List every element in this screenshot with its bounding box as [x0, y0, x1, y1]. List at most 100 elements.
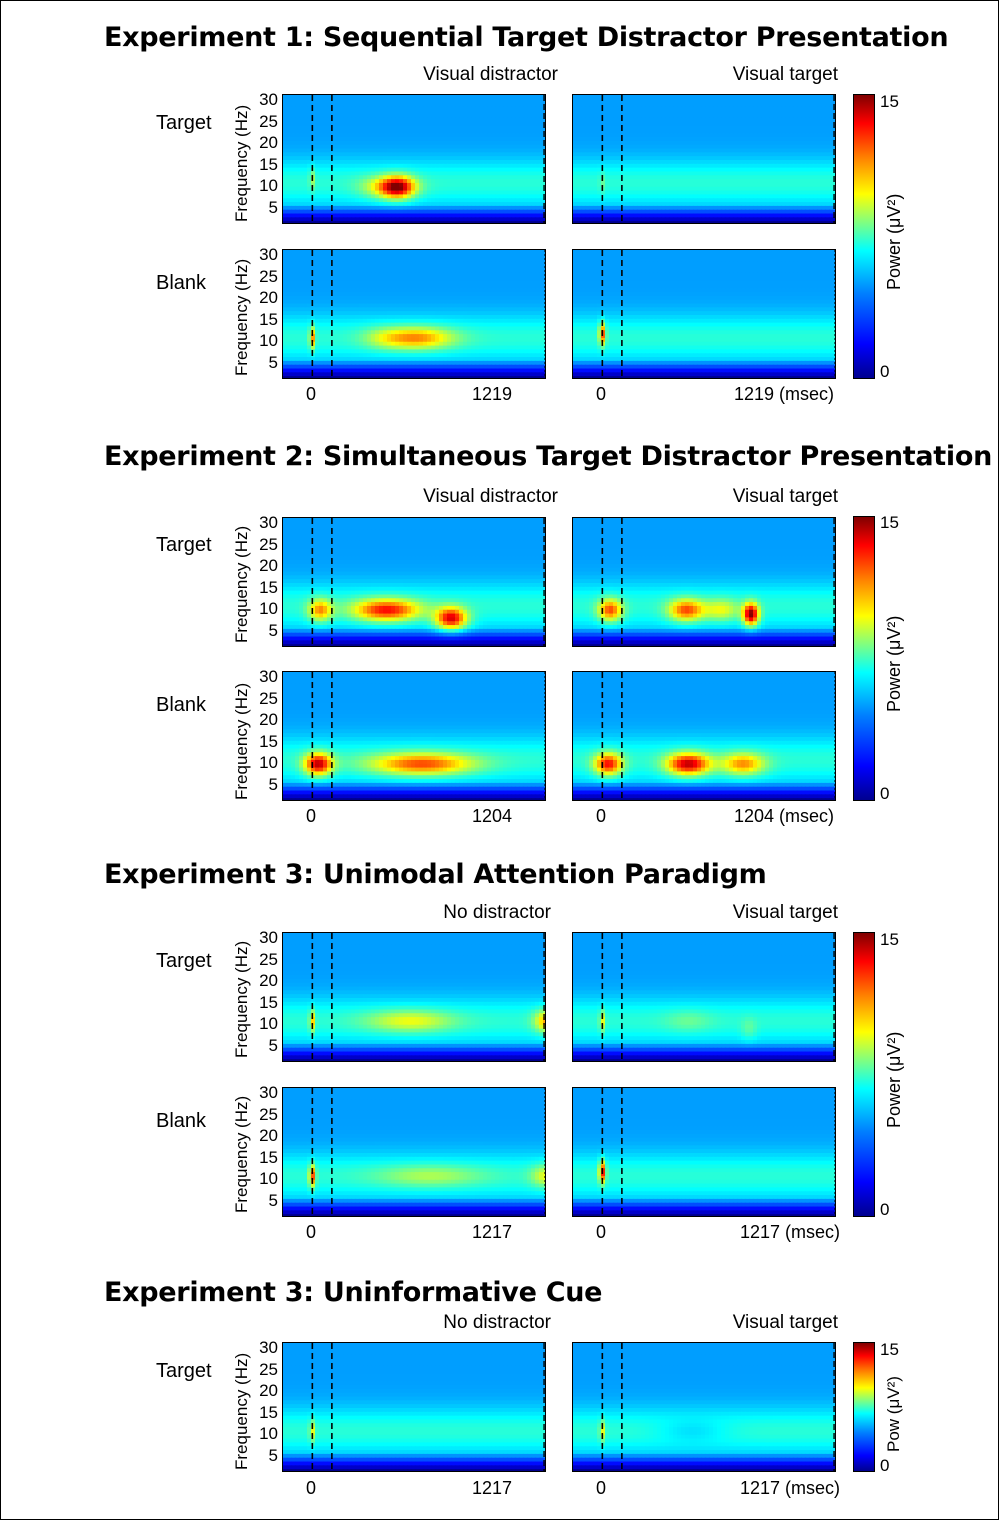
heatmap-cell	[399, 110, 404, 114]
heatmap-cell	[415, 145, 420, 149]
heatmap-cell	[459, 118, 464, 122]
heatmap-cell	[729, 175, 734, 179]
heatmap-cell	[395, 106, 400, 110]
heatmap-cell	[367, 175, 372, 179]
heatmap-cell	[499, 152, 504, 156]
heatmap-cell	[527, 202, 532, 206]
heatmap-cell	[801, 171, 806, 175]
heatmap-cell	[753, 187, 758, 191]
heatmap-cell	[435, 106, 440, 110]
heatmap-cell	[471, 254, 476, 258]
heatmap-cell	[459, 103, 464, 107]
heatmap-cell	[387, 99, 392, 103]
heatmap-cell	[475, 258, 480, 262]
heatmap-cell	[685, 122, 690, 126]
heatmap-cell	[641, 99, 646, 103]
heatmap-cell	[605, 202, 610, 206]
heatmap-cell	[511, 179, 516, 183]
heatmap-cell	[503, 191, 508, 195]
heatmap-cell	[535, 149, 540, 153]
heatmap-cell	[617, 103, 622, 107]
heatmap-cell	[363, 149, 368, 153]
heatmap-cell	[757, 179, 762, 183]
heatmap-cell	[351, 254, 356, 258]
heatmap-cell	[439, 129, 444, 133]
heatmap-cell	[307, 168, 312, 172]
heatmap-cell	[649, 206, 654, 210]
heatmap-cell	[471, 126, 476, 130]
heatmap-cell	[419, 171, 424, 175]
heatmap-cell	[319, 126, 324, 130]
heatmap-cell	[487, 183, 492, 187]
heatmap-cell	[431, 118, 436, 122]
heatmap-cell	[665, 118, 670, 122]
heatmap-cell	[665, 179, 670, 183]
heatmap-cell	[629, 103, 634, 107]
heatmap-cell	[653, 106, 658, 110]
heatmap-cell	[741, 214, 746, 218]
heatmap-cell	[507, 171, 512, 175]
heatmap-cell	[363, 129, 368, 133]
heatmap-cell	[809, 106, 814, 110]
heatmap-cell	[801, 202, 806, 206]
heatmap-cell	[825, 152, 830, 156]
heatmap-cell	[629, 202, 634, 206]
heatmap-cell	[387, 273, 392, 277]
heatmap-cell	[303, 168, 308, 172]
heatmap-cell	[431, 265, 436, 269]
heatmap-cell	[335, 106, 340, 110]
heatmap-cell	[797, 137, 802, 141]
heatmap-cell	[291, 194, 296, 198]
heatmap-cell	[495, 156, 500, 160]
y-tick: 25	[248, 951, 278, 968]
heatmap-cell	[829, 114, 834, 118]
heatmap-cell	[431, 179, 436, 183]
heatmap-cell	[471, 122, 476, 126]
heatmap-cell	[721, 106, 726, 110]
heatmap-cell	[593, 175, 598, 179]
heatmap-cell	[415, 254, 420, 258]
heatmap-cell	[351, 217, 356, 221]
heatmap-cell	[669, 214, 674, 218]
heatmap-cell	[769, 145, 774, 149]
heatmap-cell	[705, 118, 710, 122]
heatmap-cell	[765, 179, 770, 183]
heatmap-cell	[367, 187, 372, 191]
heatmap-cell	[355, 149, 360, 153]
heatmap-cell	[613, 175, 618, 179]
heatmap-cell	[411, 214, 416, 218]
heatmap-cell	[355, 273, 360, 277]
heatmap-cell	[431, 261, 436, 265]
heatmap-cell	[677, 126, 682, 130]
heatmap-cell	[721, 191, 726, 195]
heatmap-cell	[495, 250, 500, 254]
heatmap-cell	[769, 210, 774, 214]
heatmap-cell	[721, 141, 726, 145]
heatmap-cell	[467, 122, 472, 126]
heatmap-cell	[319, 141, 324, 145]
heatmap-cell	[327, 183, 332, 187]
heatmap-cell	[331, 191, 336, 195]
heatmap-cell	[391, 133, 396, 137]
heatmap-cell	[593, 187, 598, 191]
heatmap-cell	[661, 160, 666, 164]
heatmap-cell	[359, 183, 364, 187]
heatmap-cell	[455, 152, 460, 156]
heatmap-cell	[745, 187, 750, 191]
heatmap-cell	[387, 202, 392, 206]
heatmap-cell	[773, 122, 778, 126]
heatmap-cell	[291, 202, 296, 206]
heatmap-cell	[455, 179, 460, 183]
heatmap-cell	[681, 179, 686, 183]
heatmap-cell	[323, 122, 328, 126]
heatmap-cell	[287, 168, 292, 172]
heatmap-cell	[641, 206, 646, 210]
heatmap-cell	[415, 122, 420, 126]
y-tick: 30	[248, 246, 278, 263]
heatmap-cell	[383, 152, 388, 156]
heatmap-cell	[351, 175, 356, 179]
heatmap-cell	[597, 164, 602, 168]
heatmap-cell	[299, 133, 304, 137]
heatmap-cell	[455, 95, 460, 99]
heatmap-cell	[471, 99, 476, 103]
